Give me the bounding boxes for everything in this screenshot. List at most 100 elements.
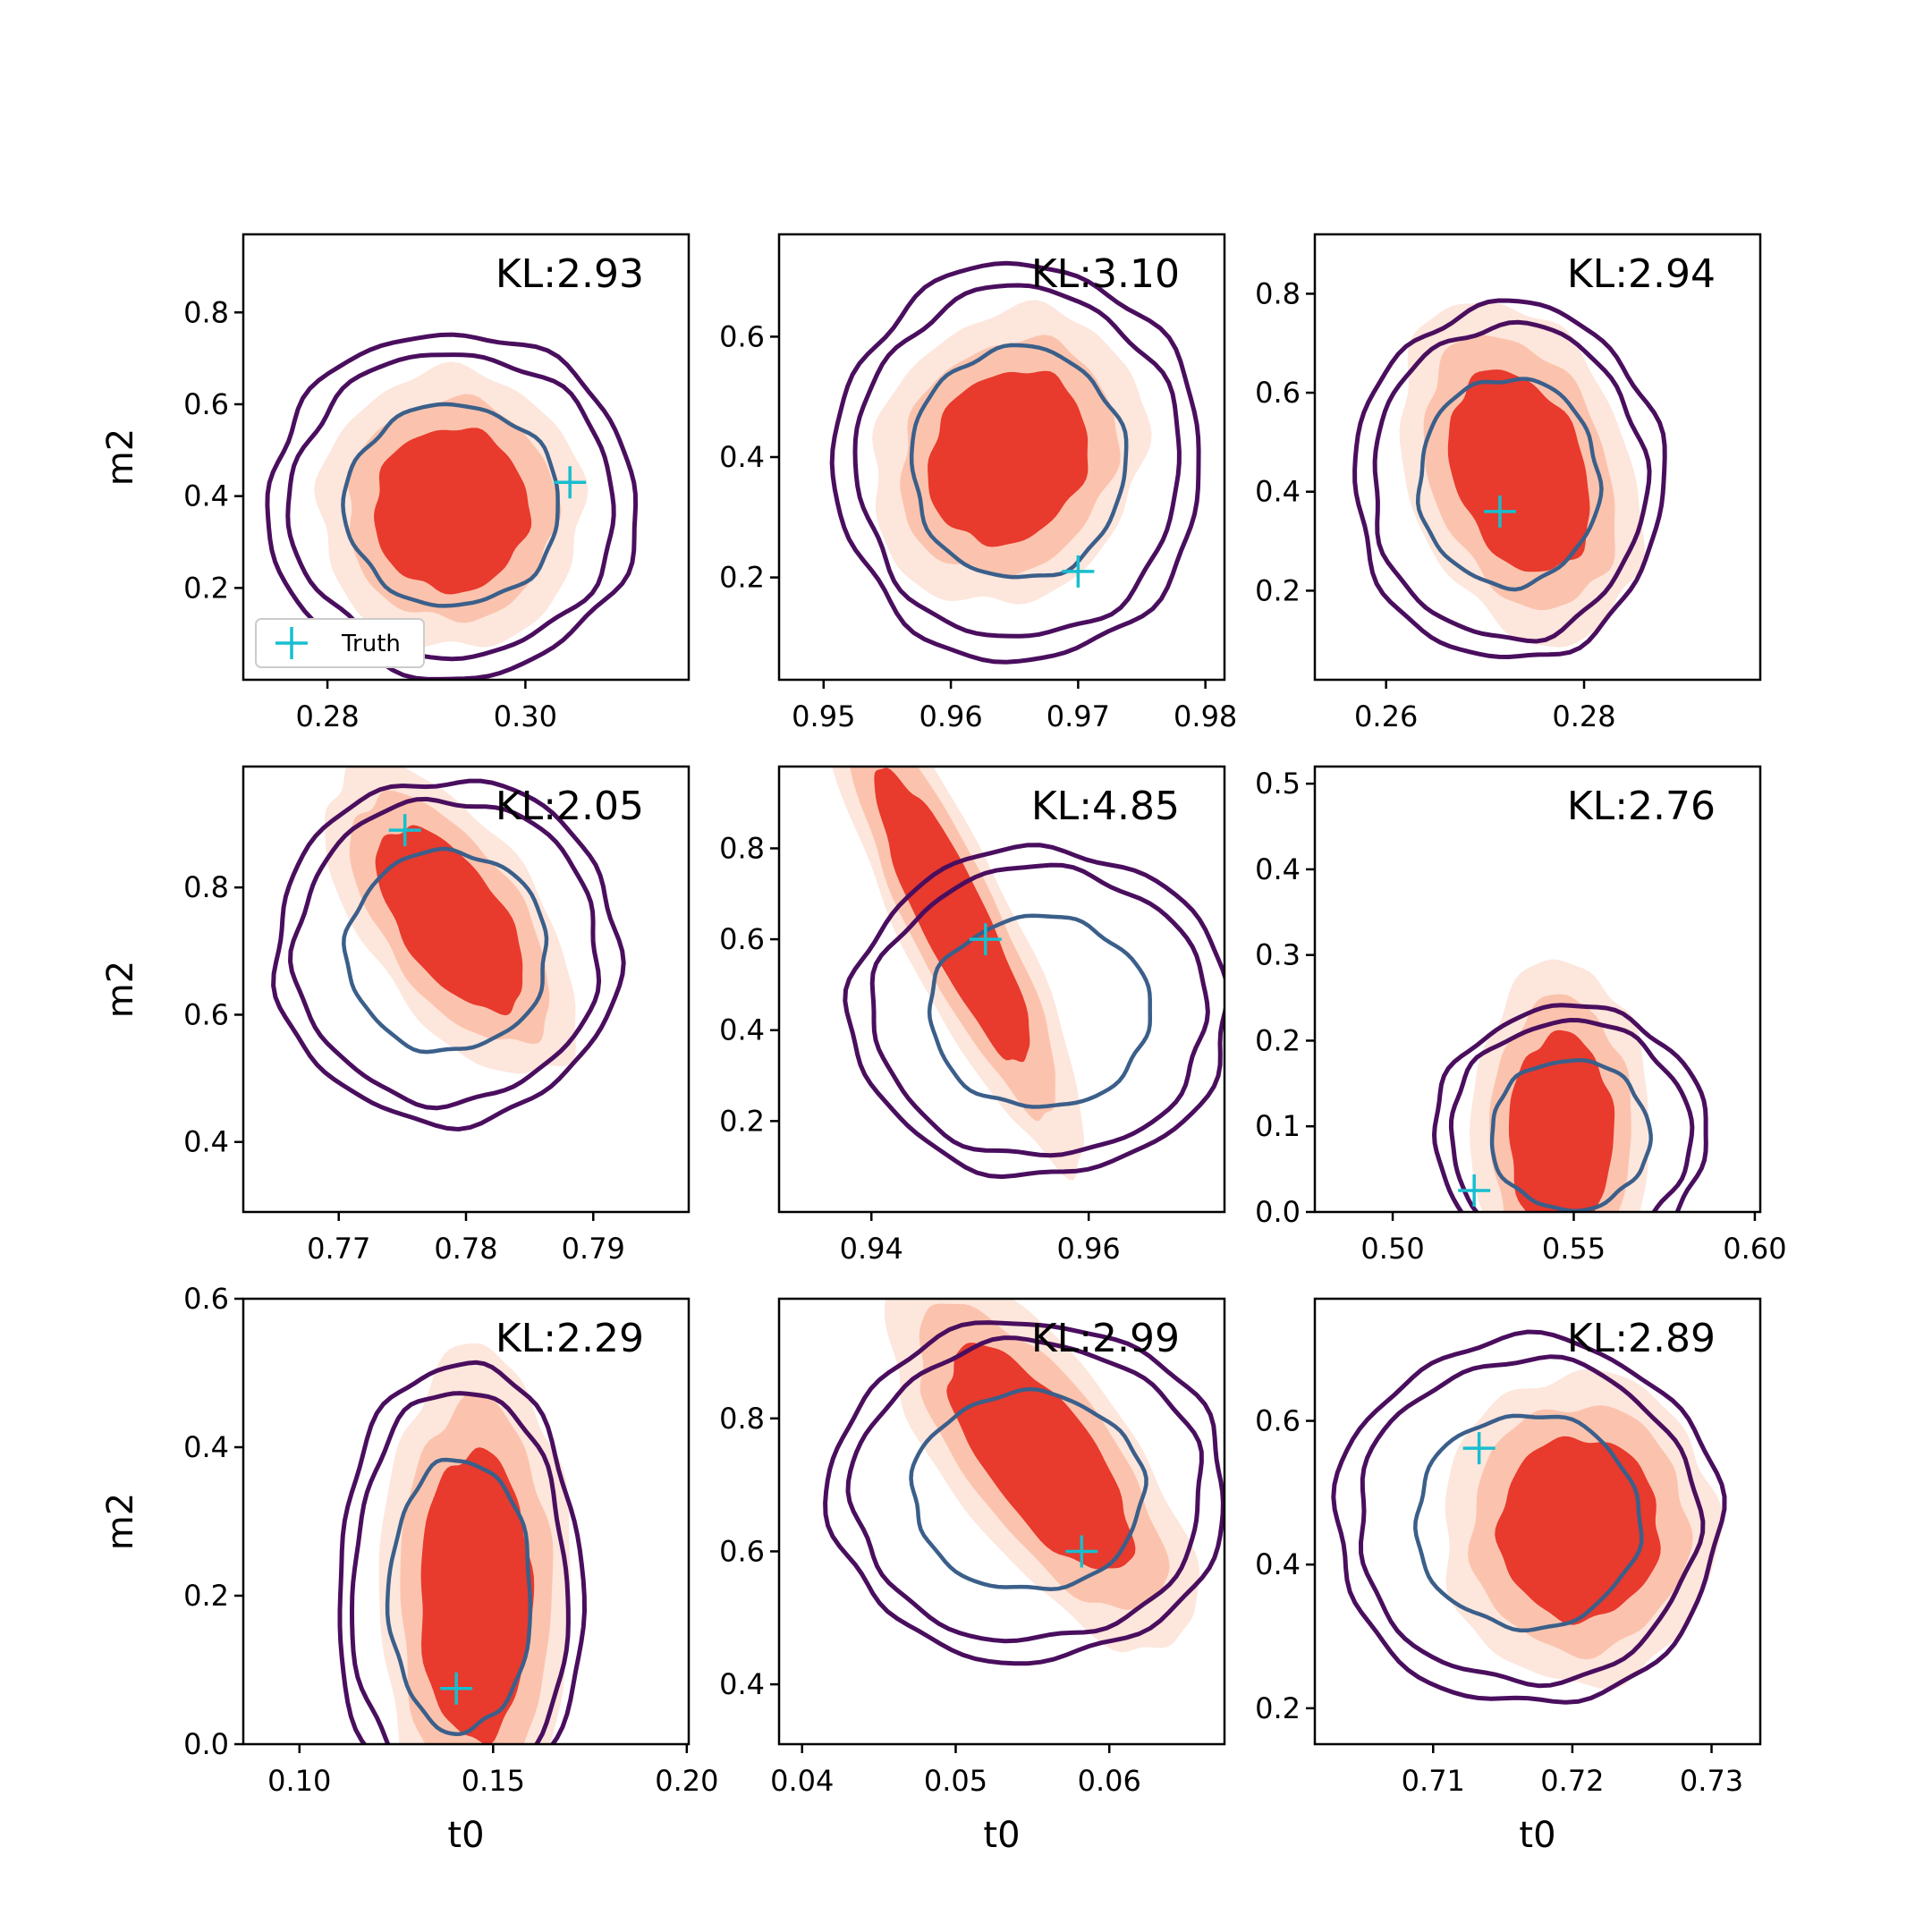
axes-frame bbox=[777, 765, 1226, 1214]
x-axis-label: t0 bbox=[447, 1815, 484, 1856]
axes-frame bbox=[1313, 233, 1762, 682]
y-tick-label: 0.8 bbox=[719, 1402, 765, 1436]
x-tick-label: 0.95 bbox=[792, 699, 855, 733]
x-tick-label: 0.98 bbox=[1174, 699, 1237, 733]
x-tick-label: 0.26 bbox=[1354, 699, 1418, 733]
y-tick-label: 0.2 bbox=[1255, 573, 1301, 607]
y-tick-label: 0.2 bbox=[1255, 1023, 1301, 1057]
y-tick-label: 0.4 bbox=[719, 440, 765, 474]
contour-inner bbox=[909, 1386, 1148, 1592]
y-tick-label: 0.4 bbox=[1255, 852, 1301, 886]
contour-inner bbox=[1489, 1058, 1653, 1212]
y-tick-label: 0.6 bbox=[183, 1282, 229, 1316]
x-tick-label: 0.72 bbox=[1540, 1764, 1604, 1798]
contour-inner bbox=[1413, 1413, 1644, 1633]
panel-3: 0.26 0.28 0.2 0.4 0.6 0.8 KL:2.94 bbox=[1255, 233, 1762, 733]
y-tick-label: 0.8 bbox=[719, 831, 765, 865]
x-tick-label: 0.20 bbox=[655, 1764, 718, 1798]
y-tick-label: 0.8 bbox=[183, 870, 229, 904]
contour-inner bbox=[342, 846, 549, 1055]
contour-middle bbox=[852, 283, 1182, 639]
panel-6: 0.50 0.55 0.60 0.0 0.1 0.2 0.3 0.4 0.5 KL:2.76 bbox=[1255, 765, 1787, 1266]
density-fill-inner bbox=[375, 825, 523, 1016]
y-tick-label: 0.4 bbox=[183, 1125, 229, 1159]
kl-annotation: KL:2.89 bbox=[1567, 1316, 1716, 1361]
x-tick-label: 0.79 bbox=[562, 1232, 625, 1266]
y-tick-label: 0.0 bbox=[1255, 1195, 1301, 1229]
truth-marker bbox=[1458, 1174, 1491, 1208]
plot-area bbox=[265, 332, 639, 680]
y-tick-label: 0.3 bbox=[1255, 938, 1301, 972]
contour-inner bbox=[341, 402, 560, 608]
contour-middle bbox=[1448, 1017, 1695, 1212]
plot-area bbox=[271, 767, 626, 1132]
density-fill-inner bbox=[928, 370, 1089, 547]
contour-middle bbox=[349, 1391, 571, 1744]
x-tick-label: 0.28 bbox=[295, 699, 359, 733]
contour-outer bbox=[271, 778, 626, 1132]
y-tick-label: 0.6 bbox=[183, 387, 229, 421]
x-tick-label: 0.77 bbox=[307, 1232, 370, 1266]
contour-middle bbox=[285, 352, 616, 662]
panel-9: 0.71 0.72 0.73 0.2 0.4 0.6 KL:2.89 t0 bbox=[1255, 1297, 1762, 1856]
kl-annotation: KL:2.76 bbox=[1567, 784, 1716, 829]
contour-inner bbox=[927, 913, 1153, 1109]
x-tick-label: 0.50 bbox=[1360, 1232, 1424, 1266]
density-fill-inner bbox=[874, 767, 1030, 1063]
legend-box bbox=[255, 618, 425, 668]
panel-4: 0.77 0.78 0.79 0.4 0.6 0.8 KL:2.05 m2 bbox=[100, 765, 691, 1266]
axes-frame bbox=[242, 1297, 691, 1746]
x-tick-label: 0.96 bbox=[919, 699, 982, 733]
contour-middle bbox=[869, 862, 1210, 1158]
legend: Truth bbox=[255, 618, 425, 668]
y-tick-label: 0.6 bbox=[719, 922, 765, 956]
y-tick-label: 0.2 bbox=[719, 561, 765, 595]
truth-marker bbox=[1062, 555, 1095, 588]
kl-annotation: KL:4.85 bbox=[1031, 784, 1180, 829]
plot-area bbox=[1331, 1329, 1727, 1705]
truth-marker bbox=[388, 814, 421, 847]
truth-marker bbox=[1483, 495, 1516, 528]
x-tick-label: 0.60 bbox=[1723, 1232, 1786, 1266]
panel-1: 0.28 0.30 0.2 0.4 0.6 0.8 KL:2.93 m2 Truth bbox=[100, 233, 691, 733]
axes-frame bbox=[777, 1297, 1226, 1746]
contour-middle bbox=[845, 1335, 1204, 1644]
y-tick-label: 0.4 bbox=[719, 1667, 765, 1701]
contour-inner bbox=[909, 343, 1129, 580]
plot-area bbox=[823, 1299, 1224, 1666]
contour-outer bbox=[829, 260, 1201, 665]
contour-outer bbox=[265, 332, 639, 680]
plot-area bbox=[1352, 298, 1667, 660]
x-tick-label: 0.71 bbox=[1402, 1764, 1465, 1798]
y-tick-label: 0.2 bbox=[719, 1104, 765, 1138]
y-tick-label: 0.4 bbox=[183, 1430, 229, 1464]
x-tick-label: 0.06 bbox=[1078, 1764, 1141, 1798]
contour-middle bbox=[1372, 319, 1652, 644]
y-tick-label: 0.2 bbox=[183, 571, 229, 605]
kl-annotation: KL:2.93 bbox=[496, 251, 644, 297]
y-axis-label: m2 bbox=[100, 428, 141, 486]
contour-outer bbox=[843, 843, 1224, 1180]
y-tick-label: 0.4 bbox=[1255, 475, 1301, 509]
x-tick-label: 0.96 bbox=[1057, 1232, 1121, 1266]
contour-outer bbox=[1431, 1003, 1708, 1212]
contour-outer bbox=[823, 1320, 1224, 1666]
contour-inner bbox=[1415, 377, 1604, 592]
kl-annotation: KL:2.05 bbox=[496, 784, 644, 829]
contour-outer bbox=[337, 1360, 588, 1744]
x-tick-label: 0.94 bbox=[840, 1232, 903, 1266]
x-axis-label: t0 bbox=[1519, 1815, 1555, 1856]
legend-label: Truth bbox=[341, 631, 401, 657]
density-fill-inner bbox=[420, 1447, 535, 1744]
plot-area bbox=[337, 1343, 588, 1744]
truth-marker bbox=[1462, 1432, 1496, 1465]
y-tick-label: 0.8 bbox=[1255, 276, 1301, 310]
truth-marker bbox=[554, 466, 587, 499]
kl-annotation: KL:2.99 bbox=[1031, 1316, 1180, 1361]
x-tick-label: 0.05 bbox=[924, 1764, 987, 1798]
plot-area bbox=[1431, 959, 1708, 1212]
contour-inner bbox=[385, 1457, 533, 1736]
y-tick-label: 0.6 bbox=[183, 997, 229, 1031]
y-tick-label: 0.6 bbox=[1255, 1404, 1301, 1438]
x-tick-label: 0.28 bbox=[1552, 699, 1615, 733]
